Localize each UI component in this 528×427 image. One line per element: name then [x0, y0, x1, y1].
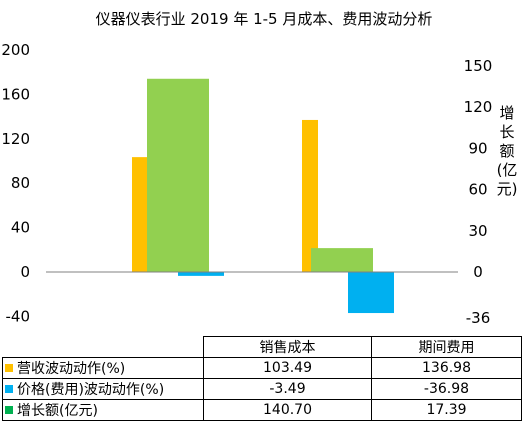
- data-table-row: 价格(费用)波动动作(%) -3.49 -36.98: [2, 378, 522, 400]
- legend-swatch: [5, 406, 13, 414]
- right-axis-label-char: 长: [499, 123, 515, 141]
- legend-swatch: [5, 385, 13, 393]
- table-cell: 17.39: [371, 399, 522, 421]
- data-table-row: 增长额(亿元) 140.70 17.39: [2, 399, 522, 421]
- left-axis-tick-label: 120: [1, 130, 30, 148]
- legend-swatch: [5, 364, 13, 372]
- right-axis-label-char: 元): [496, 180, 518, 198]
- left-axis-tick-label: 160: [1, 85, 30, 103]
- category-header-sales-cost: 销售成本: [203, 336, 372, 358]
- left-axis-tick-label: 0: [20, 263, 30, 281]
- category-header-period-expense: 期间费用: [371, 336, 522, 358]
- right-axis-tick-label: 0: [473, 263, 483, 281]
- legend-entry: 价格(费用)波动动作(%): [2, 378, 204, 400]
- data-table-header-row: 销售成本 期间费用: [3, 336, 522, 358]
- right-axis-tick-label: 150: [464, 57, 493, 75]
- left-axis-tick-label: 200: [1, 41, 30, 59]
- right-axis-tick-label: 30: [468, 222, 487, 240]
- table-cell: 136.98: [371, 357, 522, 379]
- left-axis-tick-label: 80: [11, 174, 30, 192]
- data-table: 销售成本 期间费用 营收波动动作(%) 103.49 136.98 价格(费用)…: [2, 336, 522, 421]
- legend-label: 增长额(亿元): [17, 403, 98, 419]
- chart-title: 仪器仪表行业 2019 年 1-5 月成本、费用波动分析: [95, 10, 433, 28]
- bar-growth-amount: [147, 78, 209, 272]
- left-axis-tick-label: 40: [11, 219, 30, 237]
- right-axis-label: 增 长 额 (亿 元): [496, 104, 518, 199]
- bar-revenue-fluctuation: [132, 157, 148, 272]
- table-cell: -3.49: [203, 378, 372, 400]
- data-table-corner: [3, 337, 204, 358]
- table-cell: 140.70: [203, 399, 372, 421]
- right-axis-label-char: (亿: [496, 161, 518, 179]
- right-axis-tick-label: 90: [468, 139, 487, 157]
- table-cell: -36.98: [371, 378, 522, 400]
- right-axis-label-char: 额: [499, 142, 515, 160]
- data-table-row: 营收波动动作(%) 103.49 136.98: [2, 357, 522, 379]
- legend-label: 营收波动动作(%): [17, 361, 126, 377]
- bar-revenue-fluctuation: [302, 119, 318, 272]
- bar-growth-amount: [311, 248, 373, 272]
- legend-label: 价格(费用)波动动作(%): [17, 382, 165, 398]
- right-axis-tick-label: 120: [464, 98, 493, 116]
- legend-entry: 增长额(亿元): [2, 399, 204, 421]
- right-axis-tick-label: -36: [466, 309, 491, 327]
- bar-price-fluctuation: [178, 272, 224, 276]
- right-axis-tick-label: 60: [468, 181, 487, 199]
- legend-entry: 营收波动动作(%): [2, 357, 204, 379]
- left-axis-tick-label: -40: [6, 307, 31, 325]
- table-cell: 103.49: [203, 357, 372, 379]
- right-axis-label-char: 增: [499, 104, 515, 122]
- bar-price-fluctuation: [348, 272, 394, 314]
